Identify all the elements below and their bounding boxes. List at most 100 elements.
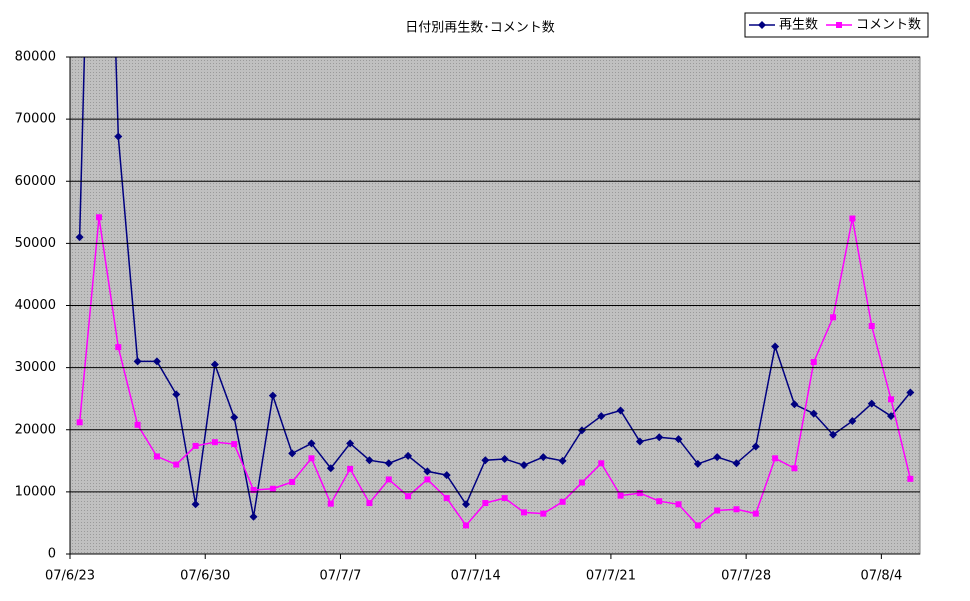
legend-marker [836,22,843,28]
point-marker [867,399,876,408]
point-marker [694,522,701,529]
x-tick-label: 07/7/21 [586,569,636,584]
point-marker [674,435,683,444]
point-marker [347,465,354,472]
point-marker [482,500,489,507]
chart-title: 日付別再生数･コメント数 [405,21,555,36]
point-marker [95,214,102,221]
x-tick-label: 07/7/28 [721,569,771,584]
point-marker [598,460,605,467]
point-marker [481,456,490,465]
point-marker [559,498,566,505]
point-marker [115,344,122,351]
point-marker [288,449,297,458]
point-marker [230,413,239,422]
point-marker [307,439,316,448]
point-marker [365,456,374,465]
point-marker [848,417,857,426]
point-marker [540,510,547,517]
y-tick-label: 80000 [15,50,56,65]
point-marker [443,495,450,502]
point-marker [675,501,682,508]
point-marker [519,461,528,470]
point-marker [210,360,219,369]
y-tick-label: 30000 [15,360,56,375]
point-marker [172,390,181,399]
y-tick-label: 60000 [15,174,56,189]
x-tick-label: 07/7/14 [451,569,501,584]
point-marker [751,442,760,451]
point-marker [384,459,393,468]
x-tick-label: 07/6/30 [180,569,230,584]
point-marker [326,464,335,473]
point-marker [423,467,432,476]
point-marker [501,495,508,502]
series-layer [75,57,915,529]
y-tick-label: 70000 [15,112,56,127]
point-marker [888,396,895,403]
point-marker [114,132,123,141]
y-tick-label: 10000 [15,484,56,499]
point-marker [577,426,586,435]
point-marker [134,421,141,428]
point-marker [887,412,896,421]
point-marker [616,406,625,415]
point-marker [635,437,644,446]
point-marker [791,465,798,472]
point-marker [269,485,276,492]
point-marker [714,507,721,514]
point-marker [713,453,722,462]
point-marker [868,323,875,330]
point-marker [830,314,837,321]
point-marker [346,439,355,448]
point-marker [289,478,296,485]
point-marker [405,493,412,500]
point-marker [907,475,914,482]
point-marker [906,388,915,397]
point-marker [153,453,160,460]
point-marker [463,522,470,529]
point-marker [211,439,218,446]
point-marker [636,490,643,497]
point-marker [539,453,548,462]
point-marker [829,430,838,439]
point-marker [268,391,277,400]
point-marker [809,409,818,418]
point-marker [790,400,799,409]
point-marker [462,500,471,509]
x-tick-label: 07/8/4 [860,569,902,584]
legend-box [744,12,929,38]
point-marker [191,500,200,509]
point-marker [249,512,258,521]
y-tick-label: 50000 [15,236,56,251]
point-marker [76,419,83,426]
legend-label: コメント数 [856,18,921,33]
y-tick-label: 40000 [15,298,56,313]
y-tick-label: 0 [48,547,56,562]
point-marker [308,455,315,462]
point-marker [173,461,180,468]
point-marker [733,506,740,513]
legend-label: 再生数 [779,18,818,33]
point-marker [578,479,585,486]
point-marker [366,500,373,507]
point-marker [231,441,238,448]
x-tick-label: 07/6/23 [45,569,95,584]
point-marker [752,510,759,517]
point-marker [500,454,509,463]
point-marker [597,412,606,421]
point-marker [75,233,84,242]
x-tick-label: 07/7/7 [320,569,362,584]
point-marker [849,215,856,222]
point-marker [442,471,451,480]
point-marker [520,509,527,516]
point-marker [771,342,780,351]
point-marker [327,500,334,507]
point-marker [152,357,161,366]
point-marker [192,442,199,449]
point-marker [732,459,741,468]
point-marker [385,476,392,483]
series-line [78,217,912,527]
point-marker [693,459,702,468]
